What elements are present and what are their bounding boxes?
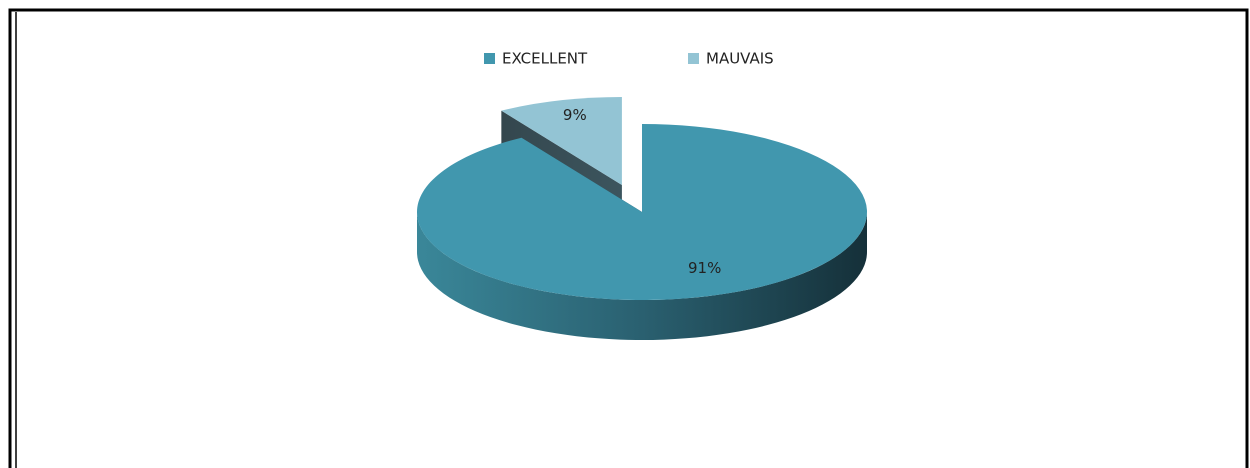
frame (8, 8, 1249, 468)
legend-swatch (688, 53, 699, 64)
legend-label: EXCELLENT (502, 50, 588, 68)
slice-side (417, 212, 867, 340)
plot: EXCELLENT MAUVAIS 9% 91% (416, 50, 868, 340)
data-label: 91% (688, 259, 721, 277)
slice (416, 124, 868, 301)
legend-swatch (484, 53, 495, 64)
data-label: 9% (563, 106, 587, 124)
legend-label: MAUVAIS (706, 50, 774, 68)
slice (501, 96, 622, 185)
